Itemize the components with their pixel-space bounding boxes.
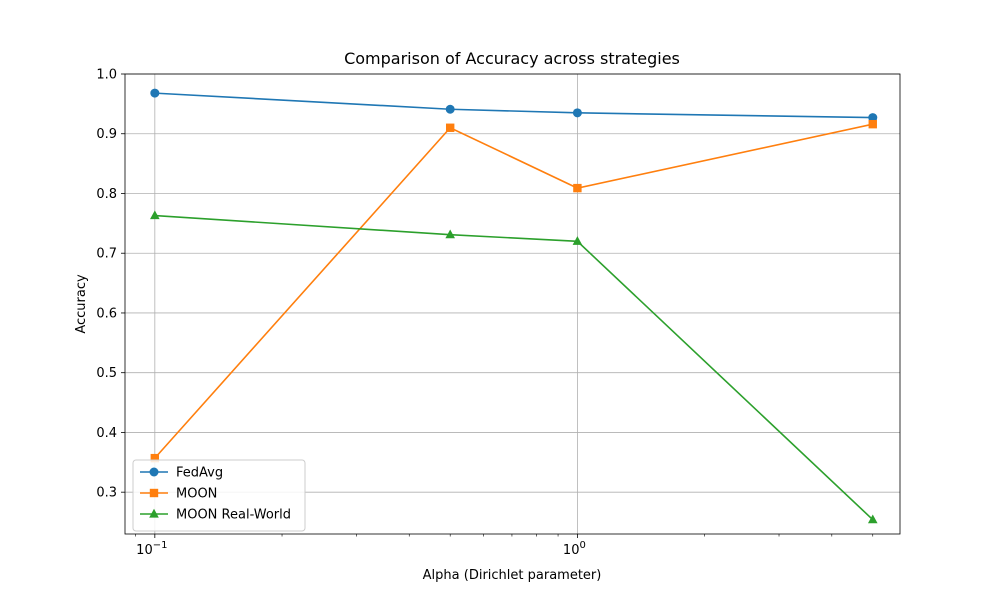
series-line-moon-real-world [154, 214, 874, 521]
plot-background [125, 74, 900, 534]
legend-label-fedavg: FedAvg [176, 466, 223, 481]
data-point-moon-real-world [445, 229, 455, 239]
legend-marker-moon [149, 488, 159, 498]
data-point-moon-real-world [572, 236, 583, 245]
data-point-fedavg [572, 108, 582, 118]
y-tick-label: 0.8 [96, 187, 117, 202]
legend-marker-moon-real-world [149, 508, 159, 518]
y-tick-label: 1.0 [96, 68, 117, 83]
data-point-moon-real-world [150, 210, 160, 220]
y-tick-label: 0.9 [96, 127, 117, 142]
data-point-moon [445, 123, 455, 132]
chart-title: Comparison of Accuracy across strategies [344, 49, 680, 68]
data-point-fedavg [150, 88, 160, 98]
data-point-moon [868, 119, 877, 129]
data-point-moon [150, 453, 160, 463]
data-point-moon-real-world [867, 514, 878, 524]
x-axis-label: Alpha (Dirichlet parameter) [423, 568, 602, 583]
y-tick-label: 0.7 [96, 247, 117, 262]
legend-label-moon: MOON [176, 487, 217, 502]
series-line-fedavg [154, 92, 873, 119]
plot-frame [124, 73, 901, 535]
x-tick-label: 10−1 [136, 540, 167, 558]
plot-area: 0.3 0.4 0.5 0.6 0.7 0.8 0.9 1.0 10−1 100 FedAvg MOO… [96, 68, 901, 558]
data-point-fedavg [868, 113, 878, 123]
y-tick-label: 0.4 [96, 426, 117, 441]
legend-box [132, 459, 306, 532]
x-tick-label: 100 [563, 540, 586, 558]
y-tick-label: 0.3 [96, 486, 117, 501]
legend-label-moon-real-world: MOON Real-World [176, 508, 291, 523]
y-tick-label: 0.5 [96, 366, 117, 381]
data-point-fedavg [445, 104, 455, 114]
y-axis-label: Accuracy [74, 274, 89, 334]
series-line-moon [154, 123, 873, 459]
data-point-moon [573, 183, 582, 193]
legend-marker-fedavg [149, 467, 159, 477]
y-tick-label: 0.6 [96, 306, 117, 321]
